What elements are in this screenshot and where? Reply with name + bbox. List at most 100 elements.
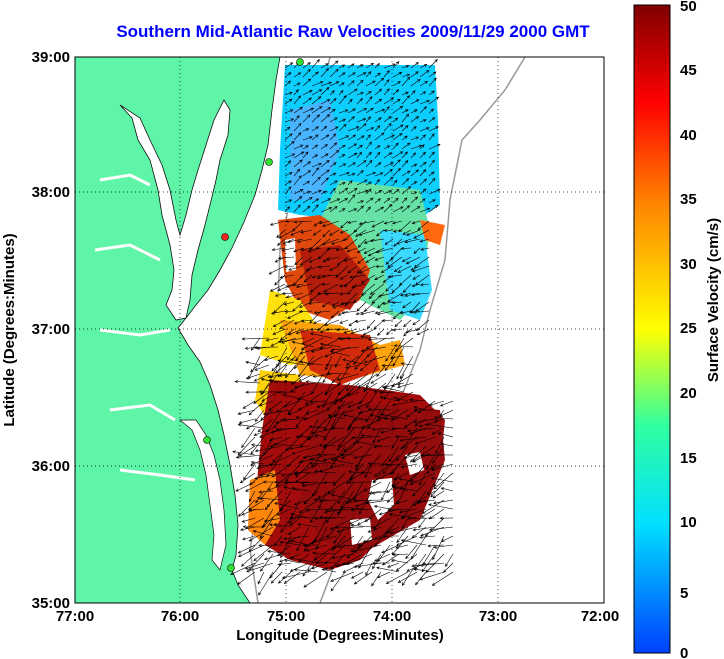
velocity-arrow <box>296 238 313 244</box>
velocity-arrow <box>384 462 409 466</box>
velocity-arrow <box>382 534 399 538</box>
velocity-arrow <box>394 337 414 352</box>
velocity-arrow <box>385 571 409 584</box>
velocity-arrow <box>313 220 322 227</box>
velocity-arrow <box>291 340 315 348</box>
velocity-arrow <box>413 247 421 254</box>
velocity-arrow <box>429 526 454 532</box>
velocity-arrow <box>293 382 315 389</box>
velocity-arrow <box>253 346 279 350</box>
velocity-arrow <box>374 145 381 150</box>
velocity-arrow <box>269 220 286 226</box>
velocity-arrow <box>268 265 286 275</box>
velocity-arrow <box>340 220 349 229</box>
velocity-arrow <box>261 391 279 402</box>
velocity-arrow <box>335 265 349 278</box>
velocity-arrow <box>416 328 430 335</box>
velocity-arrow <box>293 168 301 177</box>
velocity-arrow <box>353 481 364 501</box>
velocity-arrow <box>347 80 355 87</box>
velocity-arrow <box>339 292 349 296</box>
velocity-arrow <box>307 301 322 305</box>
velocity-arrow <box>349 463 364 480</box>
velocity-arrow <box>347 134 357 141</box>
velocity-arrow <box>336 526 355 533</box>
velocity-arrow <box>399 436 427 442</box>
velocity-arrow <box>314 434 328 438</box>
velocity-arrow <box>237 544 256 554</box>
velocity-arrow <box>356 144 363 150</box>
velocity-arrow <box>338 171 350 177</box>
velocity-arrow <box>293 204 301 213</box>
velocity-arrow <box>303 490 319 505</box>
velocity-arrow <box>398 508 418 514</box>
velocity-arrow <box>413 229 430 239</box>
velocity-arrow <box>319 337 342 349</box>
velocity-arrow <box>392 167 401 177</box>
velocity-arrow <box>281 571 310 579</box>
velocity-arrow <box>365 62 375 69</box>
velocity-arrow <box>330 238 349 245</box>
velocity-arrow <box>402 301 412 309</box>
velocity-arrow <box>356 91 364 96</box>
velocity-arrow <box>368 292 376 300</box>
bay-water <box>119 99 231 321</box>
velocity-arrow <box>329 206 338 213</box>
velocity-arrow <box>353 562 382 569</box>
velocity-arrow <box>269 283 286 292</box>
velocity-arrow <box>356 205 365 213</box>
velocity-arrow <box>417 499 436 504</box>
velocity-arrow <box>385 346 396 362</box>
velocity-arrow <box>278 373 297 378</box>
velocity-arrow <box>309 458 337 465</box>
velocity-arrow <box>439 409 454 417</box>
velocity-arrow <box>367 337 396 341</box>
velocity-arrow <box>262 508 283 528</box>
velocity-arrow <box>337 427 355 448</box>
velocity-arrow <box>324 292 340 296</box>
velocity-arrow <box>399 355 414 380</box>
velocity-arrow <box>428 71 437 78</box>
velocity-arrow <box>329 490 346 510</box>
velocity-arrow <box>356 123 367 132</box>
velocity-arrow <box>401 142 411 150</box>
velocity-arrow <box>254 472 283 480</box>
velocity-arrow <box>293 131 302 141</box>
velocity-arrow <box>392 117 399 123</box>
velocity-arrow <box>330 571 346 592</box>
velocity-arrow <box>253 391 270 404</box>
velocity-arrow <box>340 301 358 306</box>
velocity-arrow <box>392 206 404 213</box>
velocity-arrow <box>360 310 376 316</box>
velocity-arrow <box>392 142 399 150</box>
velocity-arrow <box>365 171 377 177</box>
velocity-arrow <box>284 133 293 141</box>
x-tick-label: 73:00 <box>479 608 517 625</box>
velocity-arrow <box>321 282 331 286</box>
velocity-arrow <box>358 409 373 415</box>
y-ticks: 35:00 36:00 37:00 38:00 39:00 <box>32 49 70 612</box>
velocity-arrow <box>419 535 436 539</box>
velocity-arrow <box>425 423 454 429</box>
velocity-arrow <box>335 562 355 568</box>
velocity-arrow <box>410 79 421 87</box>
velocity-arrow <box>428 199 436 204</box>
velocity-arrow <box>338 154 346 159</box>
velocity-arrow <box>383 97 395 105</box>
y-tick-label: 35:00 <box>32 595 70 612</box>
velocity-arrow <box>387 256 403 268</box>
velocity-arrow <box>309 400 328 404</box>
velocity-arrow <box>338 135 350 141</box>
velocity-arrow <box>237 436 256 456</box>
velocity-arrow <box>240 553 256 567</box>
velocity-arrow <box>275 472 292 487</box>
velocity-arrow <box>376 436 391 442</box>
velocity-arrow <box>428 204 439 213</box>
velocity-arrow <box>339 274 349 280</box>
velocity-arrow <box>428 77 437 87</box>
velocity-arrow <box>338 187 349 195</box>
velocity-arrow <box>410 136 420 141</box>
velocity-arrow <box>426 463 436 474</box>
velocity-arrow <box>242 400 256 409</box>
velocity-arrow <box>284 265 295 269</box>
